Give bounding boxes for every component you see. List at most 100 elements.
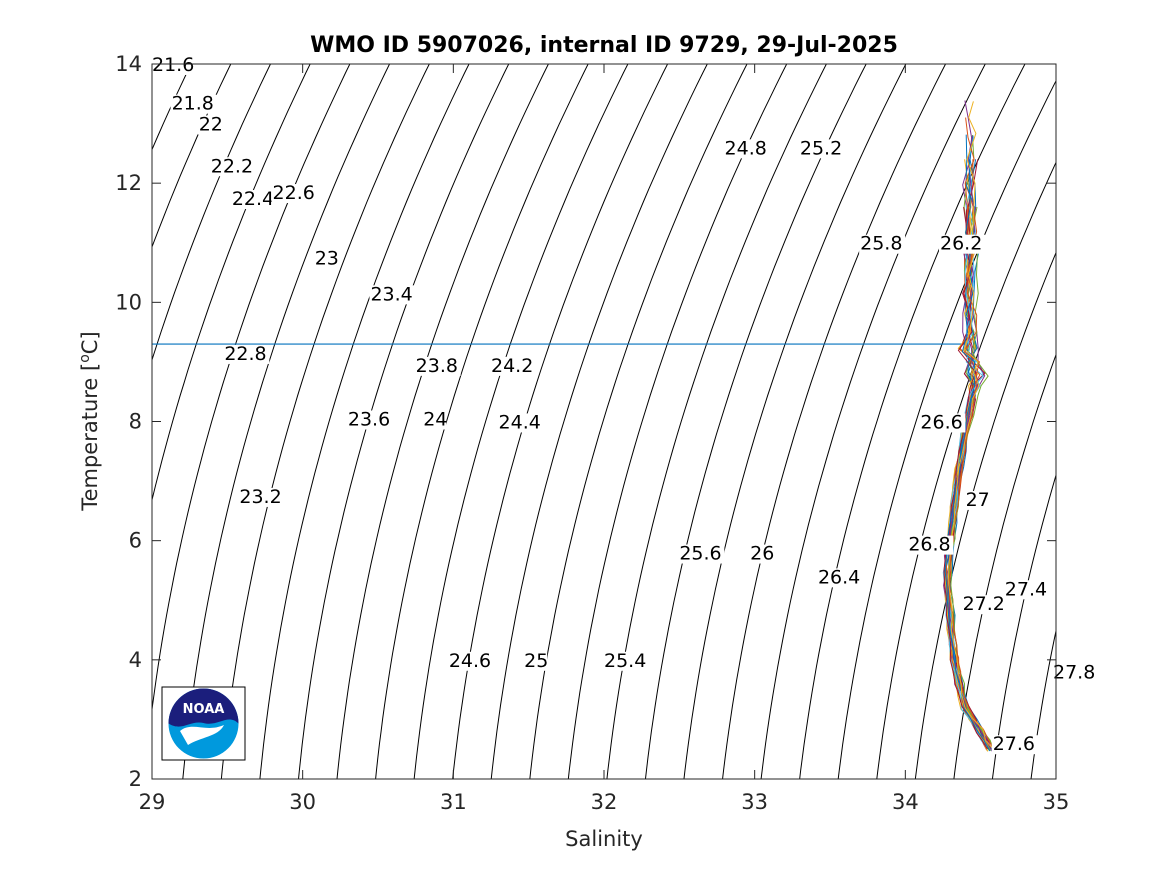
contour-label-background — [991, 735, 1038, 755]
contour-label-background — [723, 139, 770, 159]
density-contour-line — [606, 64, 827, 779]
y-axis-label-end: C] — [78, 331, 102, 354]
contour-label: 26.2 — [940, 233, 982, 255]
contour-label-background — [798, 139, 845, 159]
contour-label-background — [414, 356, 461, 376]
density-contour-line — [529, 64, 748, 779]
x-axis-label: Salinity — [565, 827, 643, 851]
density-contour-line — [259, 64, 470, 779]
x-tick-label: 34 — [892, 790, 919, 814]
chart-title: WMO ID 5907026, internal ID 9729, 29-Jul… — [310, 33, 898, 58]
y-tick-label: 8 — [129, 410, 142, 434]
contour-label-background — [1003, 580, 1050, 600]
x-axis: 29 30 31 32 33 34 35 — [139, 64, 1070, 814]
contour-label: 27 — [966, 489, 990, 511]
contour-label: 23.4 — [370, 283, 412, 305]
float-profile-line — [944, 159, 991, 752]
contour-label: 26.6 — [920, 411, 962, 433]
contour-label: 22.6 — [273, 182, 315, 204]
contour-label: 23 — [315, 248, 339, 270]
density-contour-line — [336, 64, 549, 779]
contour-label: 24.8 — [725, 137, 767, 159]
density-contours — [152, 64, 1056, 779]
contour-label: 22.4 — [232, 188, 274, 210]
x-tick-label: 33 — [741, 790, 768, 814]
contour-label-background — [490, 356, 536, 376]
contour-label-background — [197, 115, 222, 135]
contour-label: 22 — [199, 114, 223, 136]
contour-label-background — [346, 410, 393, 430]
contour-label-background — [313, 249, 338, 269]
y-tick-label: 6 — [129, 529, 142, 553]
density-contour-line — [152, 64, 311, 503]
x-tick-label: 31 — [440, 790, 467, 814]
contour-label: 25.6 — [679, 543, 721, 565]
y-tick-label: 4 — [129, 648, 142, 672]
contour-label-background — [961, 595, 1008, 615]
contour-label: 25.8 — [860, 233, 902, 255]
x-tick-label: 35 — [1043, 790, 1070, 814]
svg-text:NOAA: NOAA — [183, 702, 225, 717]
density-contour-line — [182, 64, 391, 779]
density-contour-line — [799, 64, 1026, 779]
contour-label-background — [151, 55, 197, 75]
contour-label-background — [919, 413, 966, 433]
contour-label: 23.2 — [239, 486, 281, 508]
contour-label-background — [523, 651, 548, 671]
contour-label-background — [859, 234, 906, 254]
contour-label-background — [749, 544, 774, 564]
contour-label: 25.4 — [604, 650, 646, 672]
contour-label: 23.6 — [348, 408, 390, 430]
float-profile-line — [944, 206, 989, 752]
x-tick-label: 32 — [591, 790, 618, 814]
density-contour-line — [760, 64, 986, 779]
density-contour-line — [914, 251, 1056, 779]
contour-label: 27.8 — [1053, 662, 1095, 684]
contour-label: 24.6 — [449, 650, 491, 672]
contour-label-background — [170, 94, 217, 114]
contour-label: 21.8 — [172, 93, 214, 115]
contour-label: 26.4 — [818, 566, 860, 588]
y-tick-label: 14 — [115, 52, 142, 76]
contour-label: 24 — [423, 408, 447, 430]
contour-label-background — [422, 410, 447, 430]
contour-label: 27.2 — [963, 593, 1005, 615]
contour-label-background — [907, 535, 954, 555]
contour-label: 26.8 — [908, 534, 950, 556]
contour-label: 22.2 — [211, 155, 253, 177]
density-contour-line — [152, 64, 232, 249]
y-tick-label: 10 — [115, 290, 142, 314]
contour-label: 24.2 — [491, 355, 533, 377]
contour-label: 26 — [750, 543, 774, 565]
contour-label: 24.4 — [499, 411, 541, 433]
float-profile-line — [943, 206, 988, 750]
contour-label: 22.8 — [224, 343, 266, 365]
density-contour-line — [683, 64, 907, 779]
density-contour-line — [991, 473, 1056, 779]
contour-label-background — [678, 544, 725, 564]
density-contour-line — [722, 64, 947, 779]
contour-label: 27.6 — [993, 733, 1035, 755]
density-contour-line — [567, 64, 788, 779]
contour-label-background — [497, 413, 544, 433]
contour-label: 27.4 — [1005, 578, 1047, 600]
y-tick-label: 2 — [129, 767, 142, 791]
contour-label: 25 — [524, 650, 548, 672]
density-contour-line — [152, 64, 351, 714]
x-tick-label: 29 — [139, 790, 166, 814]
contour-label-background — [209, 157, 256, 177]
contour-label-background — [603, 651, 649, 671]
contour-label-background — [230, 190, 277, 210]
x-tick-label: 30 — [289, 790, 316, 814]
contour-label-background — [238, 487, 285, 507]
density-contour-line — [1030, 628, 1056, 779]
contour-label-background — [369, 285, 416, 305]
y-tick-label: 12 — [115, 171, 142, 195]
density-contour-line — [953, 353, 1056, 779]
density-contour-line — [413, 64, 629, 779]
contour-label: 21.6 — [152, 54, 194, 76]
contour-label-background — [816, 568, 863, 588]
density-contour-line — [490, 64, 708, 779]
contour-label-background — [1051, 663, 1098, 683]
